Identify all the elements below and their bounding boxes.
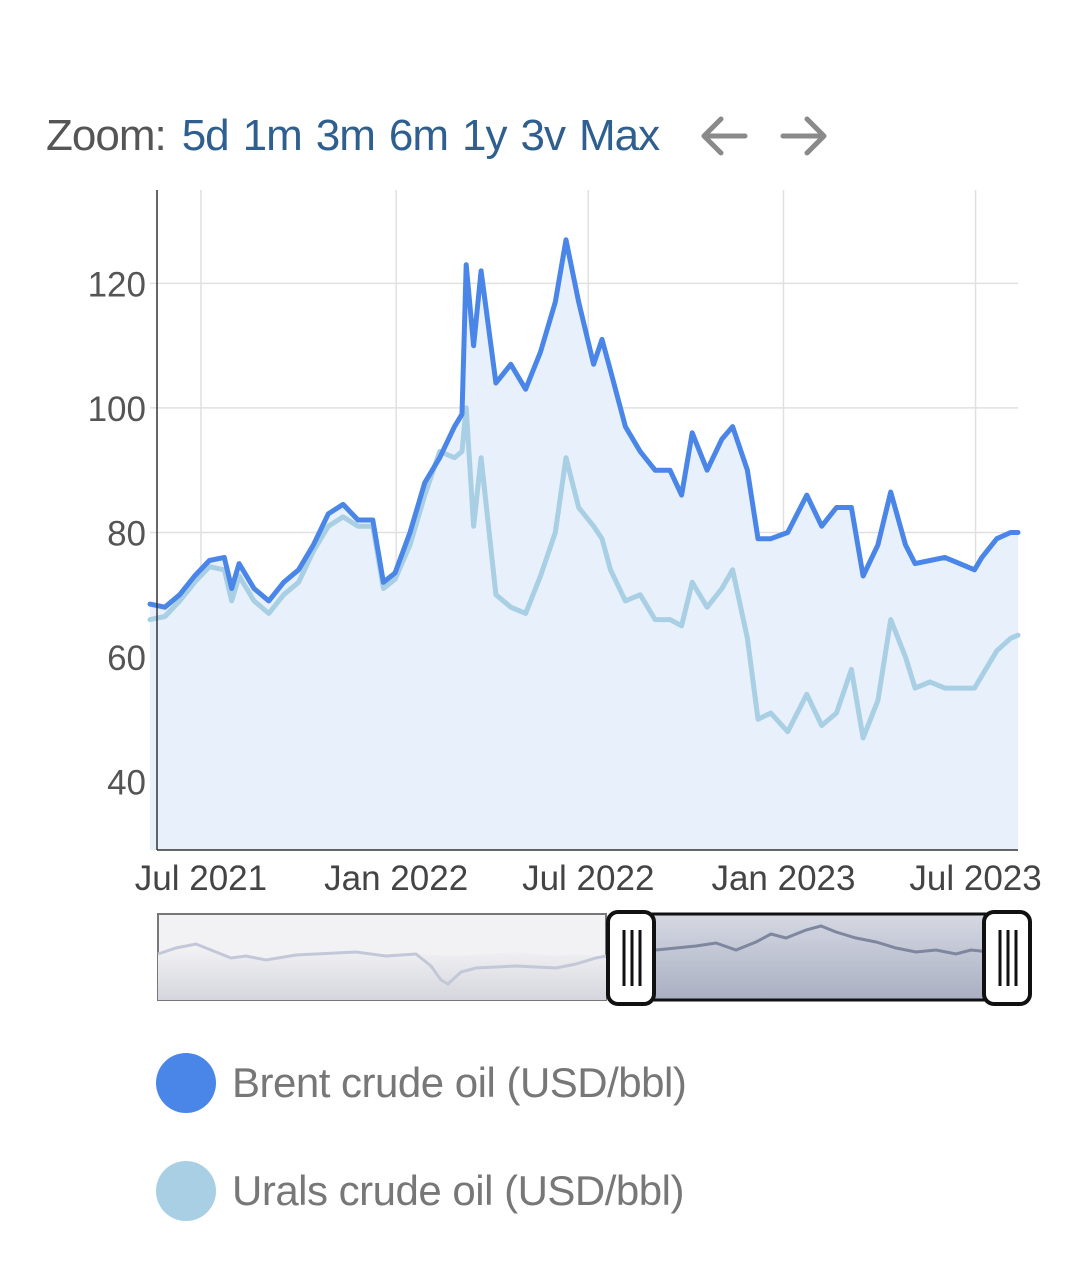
navigator-history-line: [157, 942, 607, 986]
legend-label-brent: Brent crude oil (USD/bbl): [232, 1059, 687, 1106]
y-tick-label: 120: [88, 265, 146, 304]
navigator-history-area: [158, 944, 606, 1000]
range-navigator[interactable]: [156, 910, 1032, 1006]
y-tick-label: 60: [107, 639, 146, 678]
x-tick-label: Jul 2023: [909, 859, 1041, 898]
brent-area: [150, 239, 1018, 851]
zoom-option-3m[interactable]: 3m: [315, 111, 376, 160]
brent-series-line: [147, 237, 1021, 610]
legend-label-urals: Urals crude oil (USD/bbl): [232, 1167, 684, 1214]
zoom-option-1y[interactable]: 1y: [462, 111, 507, 160]
x-tick-label: Jul 2021: [135, 859, 267, 898]
y-tick-label: 100: [88, 390, 146, 429]
legend-item-urals[interactable]: Urals crude oil (USD/bbl): [156, 1158, 686, 1224]
navigator-selection[interactable]: [628, 912, 992, 1002]
y-tick-label: 80: [107, 514, 146, 553]
zoom-option-5d[interactable]: 5d: [181, 111, 230, 160]
axes: 40 60 80 100 120 Jul 2021 Jan 2022 Jul 2022 Jan …: [88, 190, 1042, 898]
navigator-right-handle[interactable]: [982, 910, 1032, 1006]
zoom-option-3v[interactable]: 3v: [520, 111, 566, 160]
legend-marker-brent: [156, 1053, 216, 1113]
navigator-selected-line: [630, 924, 991, 956]
x-tick-label: Jan 2023: [711, 859, 855, 898]
arrow-left-icon[interactable]: [695, 107, 753, 165]
x-tick-label: Jan 2022: [324, 859, 468, 898]
zoom-bar: Zoom: 5d 1m 3m 6m 1y 3v Max: [46, 106, 833, 166]
zoom-option-6m[interactable]: 6m: [388, 111, 449, 160]
price-chart: 40 60 80 100 120 Jul 2021 Jan 2022 Jul 2022 Jan …: [88, 190, 1042, 898]
arrow-right-icon[interactable]: [775, 107, 833, 165]
navigator-left-handle[interactable]: [606, 910, 656, 1006]
chart-area: [150, 239, 1018, 851]
y-tick-label: 40: [107, 764, 146, 803]
chart-lines: [147, 237, 1021, 741]
zoom-label: Zoom:: [46, 111, 167, 160]
legend-marker-urals: [156, 1161, 216, 1221]
urals-series-line: [147, 405, 1021, 741]
zoom-option-1m[interactable]: 1m: [242, 111, 303, 160]
zoom-option-max[interactable]: Max: [579, 111, 660, 160]
legend: Brent crude oil (USD/bbl) Urals crude oi…: [156, 1050, 687, 1266]
legend-item-brent[interactable]: Brent crude oil (USD/bbl): [156, 1050, 687, 1116]
x-tick-label: Jul 2022: [522, 859, 654, 898]
